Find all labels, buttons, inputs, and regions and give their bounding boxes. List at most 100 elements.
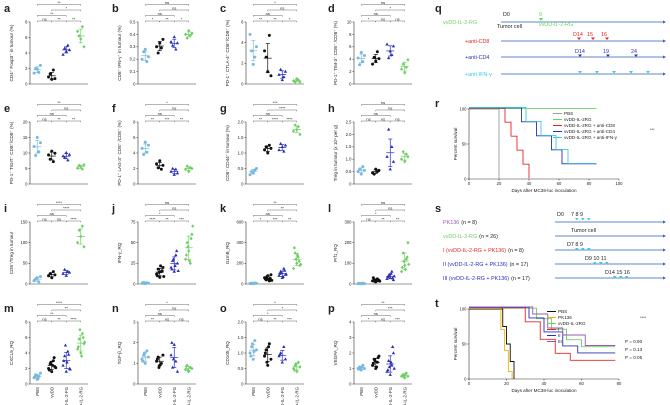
timeline-arrow — [663, 20, 666, 24]
y-tick-label: 300 — [345, 219, 353, 224]
data-point — [371, 362, 375, 366]
panel-label: n — [112, 303, 119, 315]
panel-label: t — [435, 298, 439, 310]
data-point — [390, 145, 394, 148]
data-point — [251, 357, 255, 361]
data-point — [161, 265, 165, 269]
significance-bracket — [253, 315, 283, 317]
significance-bracket — [361, 104, 405, 106]
y-tick-label: 10 — [347, 19, 352, 24]
day-label: 24 — [631, 49, 637, 55]
data-point — [64, 369, 68, 373]
y-tick-label: 1.5 — [238, 135, 244, 140]
y-tick-label: 4 — [25, 350, 28, 355]
significance-label: ns — [42, 116, 46, 121]
y-axis-label: Percent survival — [453, 128, 458, 161]
survival-curve — [469, 308, 515, 379]
y-tick-label: 0 — [241, 181, 244, 186]
data-point — [140, 57, 144, 61]
data-point — [390, 345, 395, 348]
significance-bracket — [159, 309, 189, 312]
y-tick-label: 0 — [25, 381, 28, 386]
injection-marker — [578, 54, 582, 57]
significance-bracket — [253, 15, 283, 17]
data-point — [183, 167, 188, 172]
y-tick-label: 0 — [349, 281, 352, 286]
significance-label: ns — [258, 316, 262, 321]
data-point — [155, 274, 159, 278]
data-point — [75, 29, 80, 34]
data-point — [170, 43, 175, 47]
y-tick-label: 1 — [349, 366, 352, 371]
p-value-label: P = 0.90 — [625, 339, 643, 344]
significance-label: * — [65, 5, 67, 10]
day-label: D0 — [557, 212, 564, 218]
injection-marker — [606, 54, 610, 57]
data-point — [372, 55, 376, 59]
data-point — [171, 357, 176, 361]
y-tick-label: 2 — [25, 66, 28, 71]
scheme-row-label: III (vvDD-IL-2-RG + PK136) (n = 17) — [443, 276, 530, 282]
injection-marker — [581, 218, 585, 221]
axis-line — [137, 222, 196, 285]
significance-bracket — [37, 215, 67, 217]
y-tick-label: 0 — [241, 381, 244, 386]
p-value-label: P = 0.13 — [625, 347, 643, 352]
data-point — [157, 365, 161, 369]
significance-label: * — [274, 0, 276, 5]
data-point — [277, 148, 281, 152]
x-tick-label: 40 — [542, 381, 547, 386]
y-tick-label: 400 — [237, 240, 245, 245]
data-point — [280, 78, 284, 82]
significance-bracket — [174, 120, 189, 123]
injection-marker — [587, 248, 591, 251]
x-tick-label: 0 — [468, 181, 471, 186]
day-label: D14 — [573, 32, 583, 38]
data-point — [161, 37, 165, 41]
data-point — [248, 32, 252, 36]
data-point — [80, 331, 84, 336]
significance-bracket — [174, 320, 189, 323]
data-point — [191, 224, 195, 228]
data-point — [171, 257, 176, 261]
data-point — [399, 157, 404, 161]
data-point — [389, 360, 393, 364]
significance-bracket — [66, 120, 81, 123]
significance-bracket — [282, 120, 297, 123]
data-point — [38, 63, 42, 67]
tumor-cell-label: Tumor cell — [571, 228, 596, 234]
y-tick-label: 4 — [349, 319, 352, 324]
y-tick-label: 1.0 — [238, 350, 244, 355]
significance-label: * — [274, 300, 276, 305]
data-point — [254, 167, 258, 170]
data-point — [158, 159, 162, 163]
timeline-arrow — [663, 234, 666, 238]
data-point — [169, 40, 173, 44]
significance-label: ** — [281, 205, 285, 210]
data-point — [183, 257, 188, 261]
scheme-row-label: vvDD-IL-2-RG — [443, 20, 477, 26]
data-point — [65, 360, 69, 364]
data-point — [269, 273, 273, 277]
data-point — [277, 354, 281, 358]
panel-t: t Percent survival Days after MC38-luc ino… — [435, 298, 647, 393]
significance-bracket — [361, 115, 391, 117]
significance-bracket — [390, 20, 405, 23]
data-point — [250, 345, 254, 349]
data-point — [282, 345, 286, 348]
significance-bracket — [37, 115, 67, 117]
significance-label: ** — [180, 116, 184, 121]
significance-label: * — [267, 311, 269, 316]
data-point — [160, 269, 164, 273]
data-point — [291, 266, 296, 271]
injection-marker — [605, 37, 609, 40]
data-point — [253, 55, 257, 59]
significance-bracket — [145, 15, 175, 17]
data-point — [267, 342, 271, 346]
significance-bracket — [145, 215, 175, 217]
legend-label: I — [558, 327, 559, 332]
significance-bracket — [51, 309, 81, 312]
y-tick-label: 2.0 — [238, 119, 244, 124]
